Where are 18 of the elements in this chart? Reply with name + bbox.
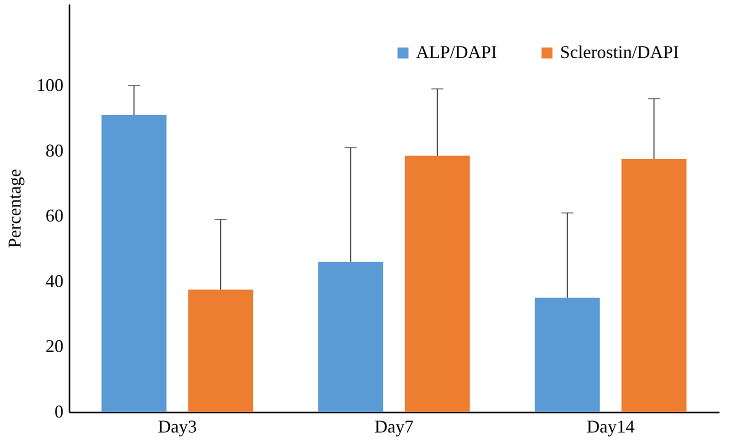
bar [404, 156, 470, 412]
y-axis-title: Percentage [4, 169, 24, 248]
bar [102, 114, 166, 412]
bar [188, 290, 254, 412]
y-tick-label: 80 [46, 140, 64, 160]
x-tick-label: Day3 [158, 416, 197, 436]
y-tick-label: 40 [46, 270, 64, 291]
y-tick-label: 100 [36, 75, 64, 96]
x-tick-label: Day14 [586, 416, 635, 436]
bar [534, 298, 600, 412]
y-tick-label: 60 [46, 206, 64, 226]
legend-label: ALP/DAPI [416, 42, 498, 62]
bar [622, 159, 686, 412]
y-tick-label: 0 [54, 402, 64, 422]
legend-label: Sclerostin/DAPI [560, 42, 679, 62]
y-tick-label: 20 [46, 336, 64, 356]
bar [318, 262, 384, 412]
x-tick-label: Day7 [374, 416, 414, 436]
